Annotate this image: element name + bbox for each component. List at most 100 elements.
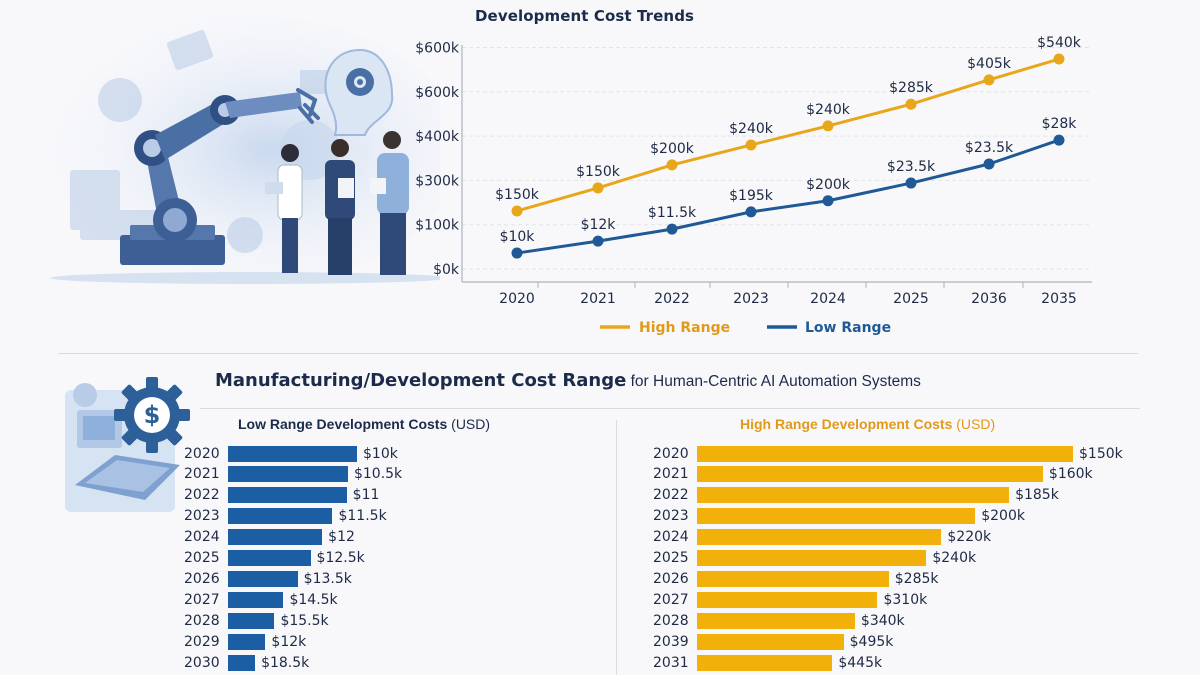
high-range-bar: [697, 550, 927, 566]
high-range-bar-value-label: $150k: [1079, 445, 1123, 462]
low-range-bar: [228, 591, 284, 608]
low-range-bar: [228, 612, 275, 629]
high-range-bar-year-label: 2025: [653, 550, 689, 566]
high-range-point: [745, 139, 757, 151]
low-range-bar-row: 2023 $11.5k: [184, 508, 387, 525]
high-range-bar-row: 2023 $200k: [653, 508, 1025, 525]
high-range-bar-row: 2024 $220k: [653, 529, 991, 546]
low-range-bar: [228, 570, 298, 587]
low-range-bar-value-label: $11.5k: [338, 508, 387, 525]
low-range-bar: [228, 654, 256, 671]
high-range-bar-title: High Range Development Costs (USD): [740, 416, 995, 432]
low-range-bar-value-label: $10k: [363, 445, 398, 462]
high-range-bar-row: 2026 $285k: [653, 570, 939, 587]
x-tick-label: 2036: [971, 291, 1007, 307]
high-range-bar: [697, 487, 1010, 504]
high-range-bar: [697, 529, 942, 546]
low-range-bar-year-label: 2030: [184, 654, 220, 671]
high-range-bar: [697, 445, 1073, 462]
high-range-bar-value-label: $185k: [1015, 487, 1059, 504]
high-range-bar-year-label: 2023: [653, 508, 689, 525]
y-tick-label: $0k: [433, 262, 460, 278]
low-range-bar-value-label: $14.5k: [289, 591, 338, 608]
ai-brain-icon: [324, 48, 394, 136]
high-range-point: [983, 74, 995, 86]
high-range-data-label: $540k: [1037, 35, 1082, 51]
low-range-bar-value-label: $10.5k: [353, 466, 403, 483]
high-range-point: [905, 98, 917, 110]
high-range-bar-row: 2028 $340k: [653, 612, 905, 629]
low-range-bar-year-label: 2025: [184, 550, 220, 566]
y-tick-label: $100k: [415, 218, 460, 234]
section-title: Manufacturing/Development Cost Range for…: [215, 370, 921, 391]
high-range-bar-year-label: 2028: [653, 612, 689, 629]
engineer-man-icon: [370, 131, 409, 275]
robot-arm-icon: [120, 88, 320, 265]
low-range-point: [822, 195, 834, 207]
low-range-bar: [228, 487, 347, 504]
high-range-bar: [697, 654, 833, 671]
y-tick-label: $600k: [415, 41, 460, 57]
low-range-data-label: $195k: [729, 188, 774, 204]
x-tick-label: 2035: [1041, 291, 1077, 307]
low-range-bar-row: 2029 $12k: [184, 633, 306, 650]
high-range-point: [592, 182, 604, 194]
high-range-bar-row: 2020 $150k: [653, 445, 1123, 462]
high-range-bar-row: 2022 $185k: [653, 487, 1059, 504]
low-range-bar: [228, 529, 323, 546]
high-range-data-label: $150k: [495, 187, 540, 203]
low-range-bar-row: 2027 $14.5k: [184, 591, 338, 608]
high-range-data-label: $240k: [729, 121, 774, 137]
low-range-bar: [228, 466, 348, 483]
low-range-line: [516, 138, 1060, 255]
low-range-bar-value-label: $15.5k: [280, 612, 329, 629]
high-range-bar-year-label: 2026: [653, 570, 689, 587]
high-range-bar-row: 2039 $495k: [653, 633, 893, 650]
low-range-bar: [228, 633, 266, 650]
high-range-bar-value-label: $310k: [883, 591, 928, 608]
legend-label-low: Low Range: [805, 320, 891, 336]
section-title-light: for Human-Centric AI Automation Systems: [626, 373, 921, 390]
high-range-bar-year-label: 2022: [653, 487, 689, 504]
high-range-bar-value-label: $445k: [838, 654, 883, 671]
high-range-bar-value-label: $200k: [981, 508, 1025, 525]
high-range-point: [511, 205, 523, 217]
high-range-bar-value-label: $340k: [860, 612, 905, 629]
low-range-point: [745, 206, 757, 218]
high-range-series: $150k $150k $200k $240k $240k $285k $405k $540k: [495, 35, 1082, 217]
low-range-point: [1053, 134, 1065, 146]
high-range-bar-row: 2025 $240k: [653, 550, 976, 567]
x-tick-label: 2020: [499, 291, 535, 307]
low-range-bar-value-label: $18.5k: [261, 654, 310, 671]
low-range-bar-value-label: $12: [328, 529, 355, 546]
high-range-point: [666, 159, 678, 171]
low-range-point: [983, 158, 995, 170]
high-range-bar-year-label: 2027: [653, 591, 689, 608]
high-range-line: [516, 57, 1060, 213]
high-range-bar: [697, 633, 844, 650]
high-range-data-label: $285k: [889, 80, 934, 96]
high-range-bar: [697, 612, 855, 629]
high-range-data-label: $150k: [576, 164, 621, 180]
high-range-bar-row: 2021 $160k: [653, 466, 1093, 483]
low-range-bar-year-label: 2023: [184, 508, 220, 525]
section-divider: [200, 408, 1140, 409]
engineer-woman-icon: [265, 144, 303, 273]
low-range-bar-year-label: 2028: [184, 612, 220, 629]
high-range-data-label: $240k: [806, 102, 851, 118]
low-range-bar-row: 2020 $10k: [184, 445, 398, 462]
dollar-gear-icon: $: [114, 377, 190, 453]
low-range-bar-year-label: 2024: [184, 529, 220, 546]
low-range-data-label: $28k: [1042, 116, 1078, 132]
high-range-bar-year-label: 2024: [653, 529, 689, 546]
high-range-bar-value-label: $285k: [894, 570, 939, 587]
low-range-bar-year-label: 2029: [184, 633, 220, 650]
low-range-unit: (USD): [451, 416, 491, 432]
high-range-bar-year-label: 2021: [653, 466, 689, 483]
low-range-bar-year-label: 2020: [184, 445, 220, 462]
high-range-bar: [697, 466, 1043, 483]
high-range-bar-row: 2031 $445k: [653, 654, 882, 671]
x-tick-label: 2021: [580, 291, 616, 307]
legend-label-high: High Range: [639, 320, 730, 336]
low-range-point: [592, 235, 604, 247]
